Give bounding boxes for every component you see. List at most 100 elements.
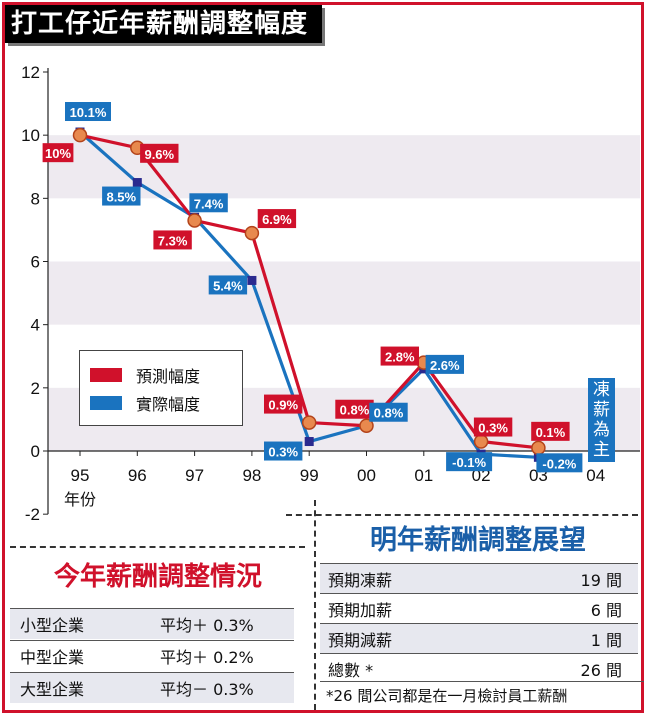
row-label: 預期加薪 — [328, 601, 393, 620]
forecast-point — [72, 127, 88, 143]
forecast-label: 6.9% — [257, 209, 297, 229]
data-label-text: 0.8% — [340, 403, 370, 418]
row-label: 小型企業 — [20, 616, 85, 635]
row-value: 6 間 — [590, 601, 622, 620]
table-row: 總數 * 26 間 — [320, 653, 638, 684]
forecast-point — [187, 213, 202, 228]
data-label-bg — [208, 275, 248, 295]
legend-item-actual: 實際幅度 — [90, 391, 200, 415]
forecast-label: 9.6% — [140, 143, 179, 163]
data-label-bg — [189, 193, 228, 213]
data-label-bg — [536, 453, 583, 473]
actual-label: 10.1% — [65, 102, 111, 122]
actual-label: 2.6% — [425, 354, 464, 374]
x-tick-label: 00 — [357, 466, 376, 485]
data-label-bg — [446, 452, 493, 472]
data-label-bg — [65, 102, 111, 122]
x-tick-label: 04 — [586, 466, 605, 485]
y-tick-label: 2 — [31, 379, 40, 398]
annotation-char: 凍 — [593, 380, 610, 400]
current-year-title: 今年薪酬調整情況 — [53, 562, 262, 592]
legend-label-forecast: 預測幅度 — [136, 367, 201, 386]
row-value: 1 間 — [590, 631, 622, 650]
forecast-label: 7.3% — [153, 230, 192, 250]
row-label: 預期減薪 — [328, 631, 393, 650]
data-label-text: 0.9% — [268, 398, 298, 413]
data-label-text: 9.6% — [144, 147, 174, 162]
row-value: 平均＋ 0.3% — [160, 616, 254, 635]
actual-label: 7.4% — [189, 193, 228, 213]
table-row: 小型企業 平均＋ 0.3% — [10, 608, 294, 639]
data-label-bg — [380, 346, 419, 366]
data-label-bg — [140, 143, 179, 163]
x-tick-label: 95 — [71, 466, 90, 485]
data-label-bg — [257, 209, 297, 229]
data-label-bg — [473, 417, 513, 437]
data-label-text: -0.1% — [452, 455, 486, 470]
chart-labels: 10% 9.6% 7.3% 6.9% 0.9% 0.8% 2.8% 0.3% 0.1% 10.1%… — [42, 102, 583, 473]
annotation-char: 為 — [593, 420, 610, 440]
actual-label: -0.1% — [446, 452, 493, 472]
x-axis-label: 年份 — [64, 491, 96, 509]
row-value: 26 間 — [580, 661, 622, 680]
data-label-bg — [425, 354, 464, 374]
data-label-bg — [153, 230, 192, 250]
table-row: 大型企業 平均－ 0.3% — [10, 672, 294, 703]
data-label-text: 10.1% — [70, 105, 107, 120]
divider-right — [286, 514, 638, 516]
actual-label: 5.4% — [208, 275, 248, 295]
row-value: 平均－ 0.3% — [160, 680, 254, 699]
divider-vertical — [314, 500, 316, 710]
legend-swatch-actual — [90, 396, 122, 410]
chart-legend: 預測幅度 實際幅度 — [79, 350, 243, 426]
annotation-char: 主 — [593, 440, 610, 460]
data-label-text: 2.8% — [385, 350, 415, 365]
x-tick-label: 97 — [185, 466, 204, 485]
table-row: 預期凍薪 19 間 — [320, 563, 638, 594]
data-label-text: 8.5% — [106, 190, 136, 205]
row-label: 大型企業 — [20, 680, 85, 699]
data-label-text: -0.2% — [542, 456, 576, 471]
divider-left — [10, 546, 305, 548]
actual-label: -0.2% — [536, 453, 583, 473]
y-tick-label: 8 — [31, 189, 40, 208]
forecast-label: 0.3% — [473, 417, 513, 437]
actual-label: 0.8% — [369, 402, 408, 422]
outer-frame — [2, 2, 644, 713]
row-label: 中型企業 — [20, 648, 85, 667]
forecast-point — [473, 434, 489, 449]
data-label-text: 6.9% — [262, 212, 292, 227]
row-label: 總數 * — [328, 661, 374, 680]
forecast-label: 0.1% — [531, 421, 570, 441]
actual-label: 8.5% — [102, 186, 141, 206]
outlook-table: 預期凍薪 19 間 預期加薪 6 間 預期減薪 1 間 總數 * 26 間 — [320, 563, 638, 681]
forecast-label: 0.9% — [264, 394, 303, 414]
data-label-bg — [102, 186, 141, 206]
data-label-text: 10% — [45, 146, 71, 161]
actual-point — [304, 437, 314, 447]
data-label-text: 0.3% — [268, 445, 298, 460]
row-value: 19 間 — [580, 571, 622, 590]
x-tick-label: 98 — [242, 466, 261, 485]
forecast-label: 10% — [42, 143, 74, 163]
grid-band — [48, 261, 640, 325]
data-label-text: 2.6% — [430, 358, 460, 373]
freeze-annotation: 凍薪為主 — [588, 378, 615, 462]
forecast-point — [531, 440, 546, 456]
table-row: 預期減薪 1 間 — [320, 623, 638, 654]
y-tick-label: 12 — [21, 63, 40, 82]
actual-point — [247, 275, 257, 285]
current-year-table: 小型企業 平均＋ 0.3% 中型企業 平均＋ 0.2% 大型企業 平均－ 0.3… — [10, 608, 294, 706]
table-row: 中型企業 平均＋ 0.2% — [10, 640, 294, 671]
data-label-bg — [264, 394, 303, 414]
row-label: 預期凍薪 — [328, 571, 393, 590]
forecast-point — [359, 418, 374, 433]
data-label-text: 7.4% — [194, 196, 224, 211]
legend-item-forecast: 預測幅度 — [90, 363, 200, 387]
actual-label: 0.3% — [264, 441, 303, 461]
y-tick-label: -2 — [25, 505, 40, 524]
data-label-bg — [369, 402, 408, 422]
table-row: 預期加薪 6 間 — [320, 593, 638, 624]
forecast-point — [301, 415, 317, 430]
